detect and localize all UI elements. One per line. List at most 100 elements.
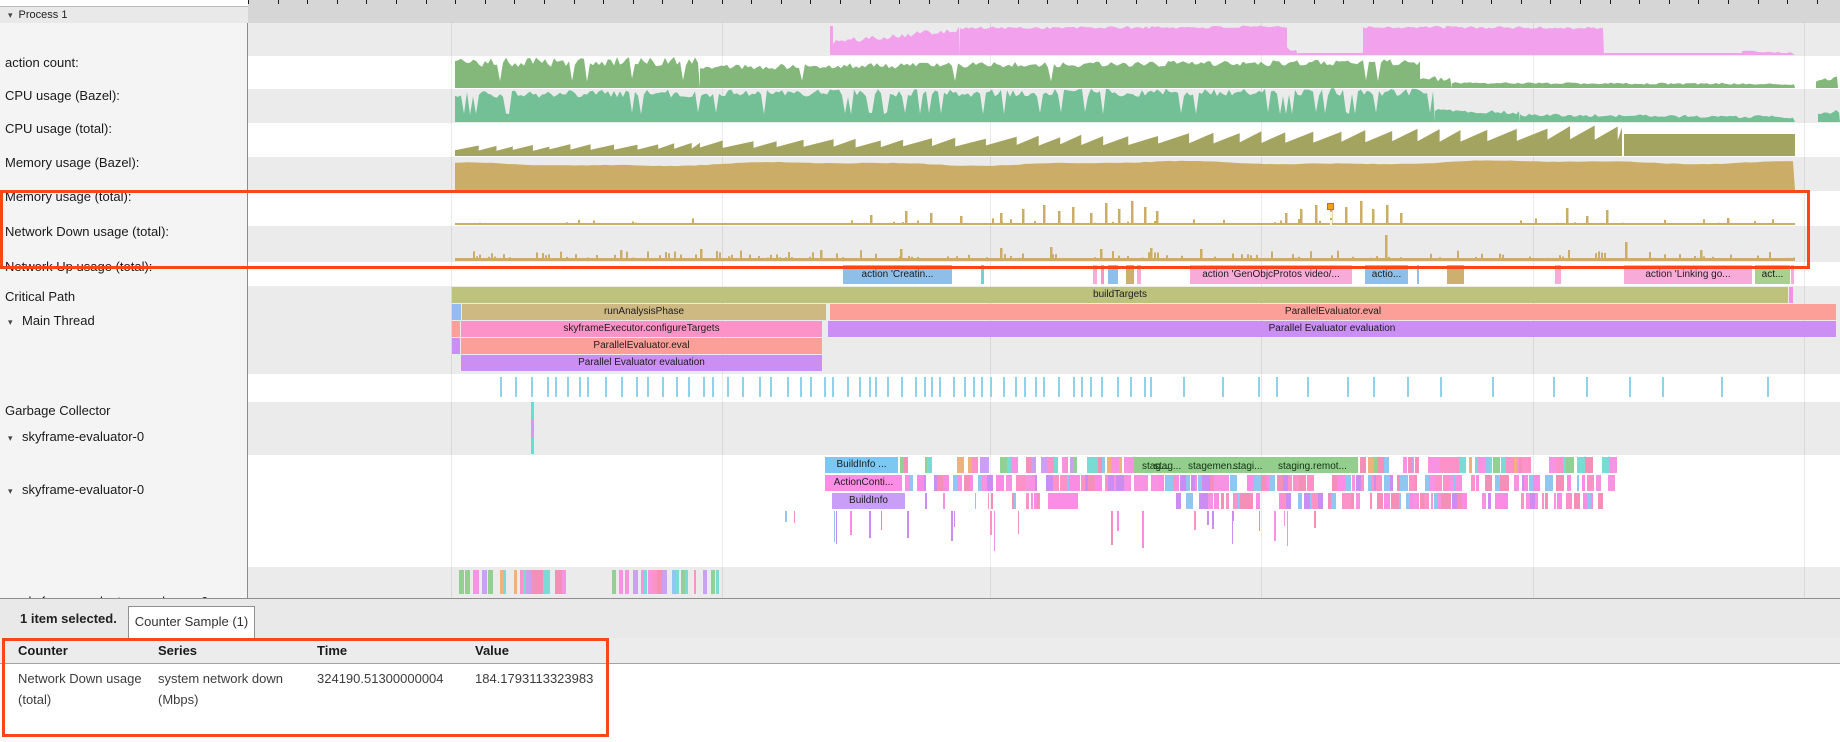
dense-bar[interactable] (1461, 493, 1468, 509)
dense-bar[interactable] (1374, 475, 1377, 491)
dense-bar[interactable] (1457, 493, 1462, 509)
main-thread-slice[interactable]: skyframeExecutor.configureTargets (461, 321, 822, 337)
skyframe-tick[interactable] (531, 437, 534, 454)
gc-event-tick[interactable] (1440, 377, 1442, 397)
dense-bar[interactable] (1165, 475, 1173, 491)
dense-bar[interactable] (525, 570, 532, 594)
gc-event-tick[interactable] (1183, 377, 1186, 397)
dense-bar[interactable] (633, 570, 638, 594)
dense-bar[interactable] (909, 475, 913, 491)
gc-event-tick[interactable] (1492, 377, 1495, 397)
dense-bar[interactable] (1293, 475, 1300, 491)
critical-path-slice[interactable] (1101, 265, 1104, 284)
dense-bar[interactable] (972, 457, 979, 473)
dense-bar[interactable] (1124, 457, 1134, 473)
dense-bar[interactable] (657, 570, 663, 594)
dense-bar[interactable] (531, 570, 537, 594)
dense-bar[interactable] (963, 475, 970, 491)
dense-bar[interactable] (1433, 493, 1438, 509)
dense-bar[interactable] (903, 457, 909, 473)
dense-bar[interactable] (625, 570, 629, 594)
dense-bar[interactable] (1567, 475, 1572, 491)
skyframe-tick[interactable] (531, 420, 534, 437)
dense-bar[interactable] (1408, 475, 1415, 491)
dense-bar[interactable] (1576, 457, 1586, 473)
gc-event-tick[interactable] (514, 377, 517, 397)
dense-bar[interactable] (662, 570, 668, 594)
dense-bar[interactable] (1116, 475, 1124, 491)
main-thread-slice[interactable]: Parallel Evaluator evaluation (461, 355, 822, 371)
dense-bar[interactable] (694, 570, 697, 594)
dense-bar[interactable] (1534, 493, 1539, 509)
dense-bar[interactable] (1190, 475, 1193, 491)
dense-bar[interactable] (1030, 457, 1036, 473)
dense-bar[interactable] (1186, 493, 1190, 509)
critical-path-slice[interactable] (1555, 265, 1561, 284)
sidebar-item-net-down[interactable]: Network Down usage (total): (0, 224, 251, 239)
dense-bar[interactable] (1452, 493, 1458, 509)
dense-bar[interactable] (1440, 457, 1448, 473)
dense-bar[interactable] (1587, 475, 1595, 491)
dense-bar[interactable] (1113, 475, 1117, 491)
gc-event-tick[interactable] (1058, 377, 1061, 397)
dense-bar[interactable] (1011, 493, 1014, 509)
dense-bar[interactable] (916, 475, 924, 491)
dense-bar[interactable] (1220, 493, 1224, 509)
gc-event-tick[interactable] (972, 377, 975, 397)
dense-bar[interactable] (1053, 475, 1059, 491)
gc-event-tick[interactable] (1721, 377, 1723, 397)
critical-path-slice[interactable]: action 'Linking go... (1624, 265, 1752, 284)
gc-event-tick[interactable] (1662, 377, 1665, 397)
dense-bar[interactable] (1209, 475, 1215, 491)
chevron-down-icon[interactable]: ▾ (8, 433, 13, 443)
dense-bar[interactable] (1035, 493, 1037, 509)
dense-bar[interactable] (1255, 475, 1262, 491)
dense-bar[interactable] (1415, 475, 1418, 491)
dense-bar[interactable] (1119, 457, 1123, 473)
dense-bar[interactable] (1080, 475, 1086, 491)
dense-bar[interactable] (1530, 493, 1535, 509)
dense-bar[interactable] (1283, 475, 1289, 491)
dense-bar[interactable] (1487, 493, 1492, 509)
dense-bar[interactable] (1441, 493, 1447, 509)
dense-bar[interactable] (1597, 493, 1603, 509)
track-row-mem-bazel[interactable] (248, 123, 1840, 157)
dense-bar[interactable] (1523, 475, 1529, 491)
dense-bar[interactable] (1198, 493, 1204, 509)
dense-bar[interactable] (1590, 493, 1594, 509)
dense-bar[interactable] (676, 570, 680, 594)
main-thread-slice[interactable] (452, 321, 460, 337)
dense-bar[interactable] (487, 570, 493, 594)
dense-bar[interactable] (554, 570, 560, 594)
dense-bar[interactable] (1390, 475, 1394, 491)
dense-bar[interactable] (1437, 457, 1440, 473)
sidebar-item-skyframe-evaluator-0a[interactable]: ▾ skyframe-evaluator-0 (0, 429, 246, 444)
dense-bar[interactable] (1344, 475, 1351, 491)
dense-bar[interactable] (1134, 475, 1141, 491)
dense-bar[interactable] (672, 570, 677, 594)
dense-bar[interactable] (952, 475, 959, 491)
dense-bar[interactable] (1390, 493, 1393, 509)
sidebar-item-skyframe-evaluator-0b[interactable]: ▾ skyframe-evaluator-0 (0, 482, 246, 497)
dense-bar[interactable] (1486, 457, 1490, 473)
dense-bar[interactable] (1521, 475, 1524, 491)
main-thread-slice[interactable]: buildTargets (452, 287, 1788, 303)
gc-event-tick[interactable] (1002, 377, 1005, 397)
dense-bar[interactable] (481, 570, 488, 594)
dense-bar[interactable] (1431, 493, 1434, 509)
gc-event-tick[interactable] (703, 377, 706, 397)
dense-bar[interactable] (1098, 457, 1102, 473)
track-row-action-count[interactable] (248, 23, 1840, 56)
dense-bar[interactable] (1069, 475, 1076, 491)
gc-event-tick[interactable] (915, 377, 918, 397)
dense-bar[interactable] (924, 457, 928, 473)
dense-bar[interactable] (1607, 475, 1615, 491)
table-header-series[interactable]: Series (158, 643, 198, 658)
dense-bar[interactable] (1036, 493, 1039, 509)
dense-bar[interactable] (977, 475, 983, 491)
dense-bar[interactable] (1514, 475, 1519, 491)
dense-bar[interactable] (1266, 475, 1270, 491)
dense-bar[interactable] (1085, 475, 1089, 491)
critical-path-slice[interactable]: act... (1755, 265, 1790, 284)
dense-bar[interactable] (1239, 493, 1245, 509)
